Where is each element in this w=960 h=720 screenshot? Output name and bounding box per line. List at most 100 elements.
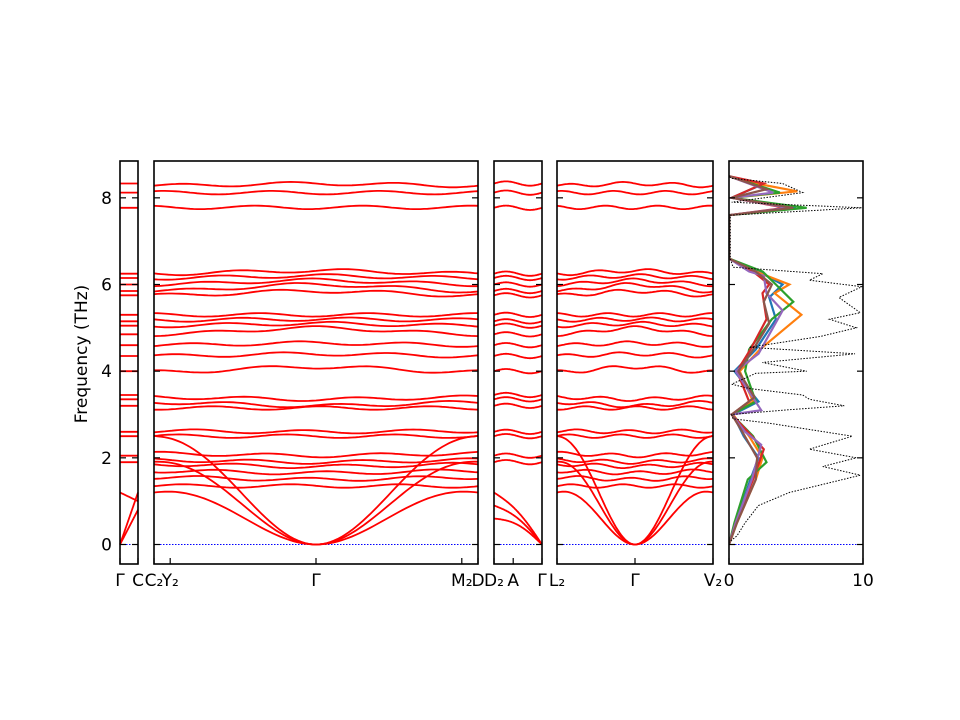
partial-dos-line <box>729 175 807 545</box>
band-line <box>556 468 714 476</box>
band-line <box>556 433 714 439</box>
band-line <box>153 483 479 489</box>
band-line <box>493 368 543 375</box>
k-point-label: C <box>132 571 144 591</box>
y-tick-label: 4 <box>101 362 112 382</box>
k-point-label: A <box>507 571 519 591</box>
band-line <box>556 273 714 281</box>
band-line <box>556 190 714 196</box>
band-line <box>556 268 714 277</box>
total-dos-line <box>729 175 863 564</box>
panel-frame <box>556 160 714 565</box>
band-line <box>557 405 714 411</box>
y-tick-label: 2 <box>101 449 112 469</box>
band-line <box>119 491 139 503</box>
band-line <box>556 316 714 323</box>
band-line <box>153 475 479 482</box>
band-line <box>153 325 479 337</box>
band-line <box>493 189 543 196</box>
band-line <box>556 277 713 288</box>
band-line <box>153 461 479 469</box>
band-line <box>153 351 479 359</box>
band-line <box>153 268 479 277</box>
band-panel-p3: D₂ A Γ <box>484 160 547 591</box>
y-tick-label: 6 <box>101 276 112 296</box>
partial-dos-line <box>729 175 804 545</box>
band-line <box>119 509 139 545</box>
k-point-label: M₂ <box>451 571 472 591</box>
band-line <box>153 340 479 348</box>
band-line <box>153 468 479 476</box>
band-line <box>556 180 714 189</box>
band-panel-p4: L₂ Γ V₂ <box>549 160 722 591</box>
band-line <box>153 450 479 459</box>
band-line <box>556 340 714 348</box>
band-line <box>493 270 543 277</box>
band-line <box>556 428 714 435</box>
k-point-label: C₂ <box>145 571 164 591</box>
band-line <box>493 204 543 211</box>
band-line <box>153 490 479 546</box>
band-line <box>493 180 543 187</box>
panel-frame <box>119 160 139 565</box>
k-point-label: D₂ <box>484 571 504 591</box>
band-line <box>557 460 713 546</box>
band-line <box>153 428 479 435</box>
band-line <box>153 316 479 323</box>
partial-dos-line <box>729 175 786 545</box>
band-line <box>556 282 714 294</box>
band-line <box>556 325 714 337</box>
band-panel-p1: 0 2 4 6 8 Γ C <box>101 160 144 591</box>
k-point-label: Y₂ <box>161 571 179 591</box>
band-line <box>154 405 479 411</box>
band-line <box>493 342 543 349</box>
band-line <box>556 288 714 298</box>
band-line <box>153 190 479 196</box>
k-point-label: V₂ <box>704 571 722 591</box>
band-line <box>556 483 714 489</box>
k-point-label: L₂ <box>549 571 565 591</box>
band-line <box>493 517 543 546</box>
band-line <box>153 320 479 329</box>
panel-frame <box>493 160 543 565</box>
band-line <box>493 402 543 409</box>
band-line <box>493 396 543 403</box>
panel-frame <box>153 160 479 565</box>
band-line <box>153 394 479 402</box>
band-line <box>153 433 479 439</box>
band-line <box>153 399 479 409</box>
dos-x-tick-label: 10 <box>852 571 874 591</box>
band-line <box>493 311 543 318</box>
band-line <box>153 204 479 210</box>
band-line <box>557 365 714 374</box>
band-line <box>493 391 543 399</box>
partial-dos-line <box>729 175 789 545</box>
partial-dos-line <box>729 175 794 545</box>
band-line <box>493 322 543 329</box>
band-line <box>153 312 478 318</box>
band-line <box>556 450 714 459</box>
band-line <box>493 352 543 360</box>
band-line <box>153 282 479 294</box>
y-axis-label: Frequency (THz) <box>72 285 92 424</box>
band-line <box>556 351 714 359</box>
band-line <box>153 273 479 281</box>
dos-x-tick-label: 0 <box>724 571 735 591</box>
band-line <box>493 452 543 459</box>
band-line <box>556 435 714 546</box>
band-line <box>493 292 543 299</box>
band-line <box>493 433 543 440</box>
band-line <box>493 504 543 546</box>
band-line <box>493 287 543 295</box>
band-line <box>493 428 543 435</box>
band-line <box>153 180 479 189</box>
band-line <box>153 435 479 546</box>
band-line <box>154 460 478 546</box>
k-point-label: Γ <box>630 571 640 591</box>
panel-frame <box>728 160 864 565</box>
band-line <box>154 365 479 374</box>
k-point-label: D <box>471 571 484 591</box>
y-tick-label: 8 <box>101 189 112 209</box>
